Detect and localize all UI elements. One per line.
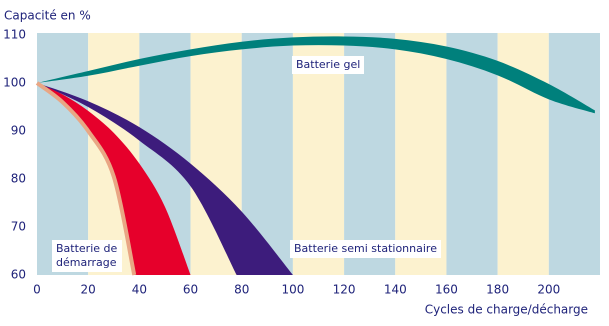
x-tick-label: 60	[183, 283, 198, 297]
y-tick-label: 70	[11, 220, 26, 234]
x-tick-label: 80	[234, 283, 249, 297]
series-label: Batterie semi stationnaire	[290, 240, 441, 258]
background-stripe	[446, 33, 498, 275]
series-label: Batterie gel	[292, 56, 365, 74]
series-label: Batterie de démarrage	[52, 240, 122, 272]
background-stripe	[548, 33, 600, 275]
y-tick-label: 60	[11, 268, 26, 282]
band-edge	[35, 81, 137, 276]
band-area	[37, 36, 595, 114]
band-area	[37, 83, 293, 275]
x-tick-label: 20	[81, 283, 96, 297]
x-tick-label: 180	[486, 283, 509, 297]
x-tick-label: 200	[537, 283, 560, 297]
y-tick-label: 110	[3, 28, 26, 42]
y-axis-title: Capacité en %	[4, 9, 91, 23]
x-tick-label: 120	[333, 283, 356, 297]
y-tick-label: 100	[3, 76, 26, 90]
x-tick-label: 160	[435, 283, 458, 297]
y-tick-label: 90	[11, 124, 26, 138]
x-tick-label: 0	[33, 283, 41, 297]
y-tick-label: 80	[11, 172, 26, 186]
band-area	[37, 83, 191, 275]
background-stripe	[395, 33, 447, 275]
x-tick-label: 40	[132, 283, 147, 297]
background-stripe	[37, 33, 89, 275]
x-tick-label: 140	[384, 283, 407, 297]
x-tick-label: 100	[281, 283, 304, 297]
x-axis-title: Cycles de charge/décharge	[425, 303, 588, 317]
